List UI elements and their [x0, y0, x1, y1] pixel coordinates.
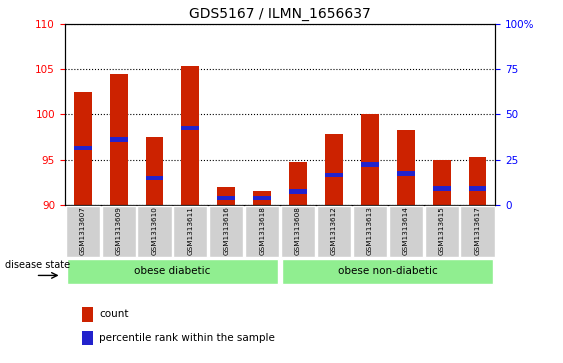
FancyBboxPatch shape	[282, 259, 493, 284]
FancyBboxPatch shape	[317, 205, 351, 257]
FancyBboxPatch shape	[67, 259, 278, 284]
Text: count: count	[99, 309, 129, 319]
FancyBboxPatch shape	[209, 205, 243, 257]
Text: disease state: disease state	[5, 260, 70, 270]
Text: GSM1313609: GSM1313609	[115, 206, 122, 255]
FancyBboxPatch shape	[137, 205, 172, 257]
Bar	[325, 134, 343, 205]
FancyBboxPatch shape	[425, 205, 459, 257]
Text: GSM1313610: GSM1313610	[151, 206, 158, 255]
Bar	[253, 192, 271, 205]
Bar	[432, 187, 450, 191]
FancyBboxPatch shape	[388, 205, 423, 257]
Bar	[181, 126, 199, 130]
Text: GSM1313608: GSM1313608	[295, 206, 301, 255]
Bar	[432, 160, 450, 205]
Text: GSM1313611: GSM1313611	[187, 206, 193, 255]
FancyBboxPatch shape	[245, 205, 279, 257]
Bar	[397, 130, 415, 205]
Text: GSM1313616: GSM1313616	[224, 206, 229, 255]
Bar	[289, 162, 307, 205]
Bar	[289, 189, 307, 194]
FancyBboxPatch shape	[281, 205, 315, 257]
Bar	[82, 307, 93, 322]
Bar	[74, 146, 92, 150]
Bar	[110, 138, 128, 142]
Text: GSM1313615: GSM1313615	[439, 206, 445, 255]
Text: obese non-diabetic: obese non-diabetic	[338, 266, 437, 276]
FancyBboxPatch shape	[353, 205, 387, 257]
Text: obese diabetic: obese diabetic	[134, 266, 211, 276]
Text: GSM1313617: GSM1313617	[475, 206, 480, 255]
Bar	[325, 173, 343, 178]
Title: GDS5167 / ILMN_1656637: GDS5167 / ILMN_1656637	[189, 7, 371, 21]
Bar	[181, 66, 199, 205]
Bar	[253, 196, 271, 200]
Text: percentile rank within the sample: percentile rank within the sample	[99, 333, 275, 343]
FancyBboxPatch shape	[173, 205, 207, 257]
Bar	[110, 74, 128, 205]
FancyBboxPatch shape	[461, 205, 494, 257]
FancyBboxPatch shape	[101, 205, 136, 257]
Text: GSM1313618: GSM1313618	[259, 206, 265, 255]
Bar	[74, 92, 92, 205]
Bar	[82, 331, 93, 345]
Bar	[217, 196, 235, 200]
Bar	[361, 162, 379, 167]
Bar	[217, 187, 235, 205]
Bar	[145, 176, 163, 180]
Bar	[361, 114, 379, 205]
Bar	[397, 171, 415, 176]
Text: GSM1313614: GSM1313614	[403, 206, 409, 255]
Text: GSM1313612: GSM1313612	[331, 206, 337, 255]
Text: GSM1313607: GSM1313607	[80, 206, 86, 255]
Text: GSM1313613: GSM1313613	[367, 206, 373, 255]
Bar	[145, 137, 163, 205]
Bar	[468, 187, 486, 191]
FancyBboxPatch shape	[66, 205, 100, 257]
Bar	[468, 157, 486, 205]
